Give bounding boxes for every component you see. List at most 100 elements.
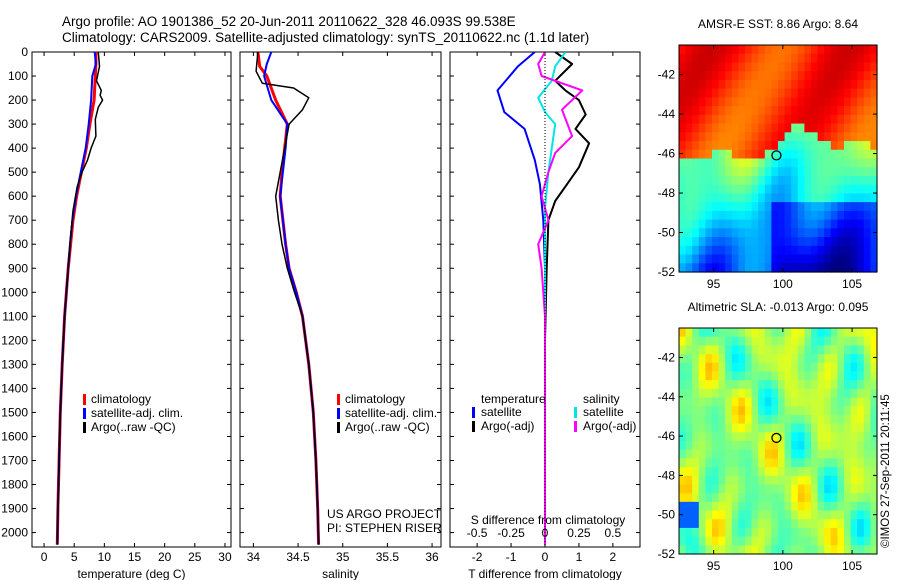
sla_map-cell <box>738 388 746 399</box>
sst_map-cell <box>751 71 759 81</box>
sst_map-cell <box>824 219 832 229</box>
sst_map-cell <box>824 245 832 256</box>
sla_map-cell <box>857 362 865 373</box>
sla_map-cell <box>797 414 805 425</box>
sst_map-cell <box>844 123 852 133</box>
sst_map-cell <box>679 97 687 107</box>
sla_map-cell <box>804 449 812 459</box>
sst_map-cell <box>797 254 805 264</box>
sla_map-cell <box>837 519 845 529</box>
sst_map-cell <box>811 106 819 116</box>
sla_map-cell <box>804 380 812 390</box>
sst_map-cell <box>718 132 726 142</box>
sst_map-cell <box>698 202 706 212</box>
sla_map-cell <box>692 484 700 494</box>
sla_map-xtick-label: 100 <box>773 559 793 573</box>
sla_map-cell <box>745 406 753 416</box>
sla_map-cell <box>804 501 812 512</box>
sla_map-cell <box>685 397 693 407</box>
sla_map-cell <box>764 536 772 546</box>
sla_map-cell <box>692 388 700 399</box>
sla_map-cell <box>870 397 878 407</box>
sla_map-cell <box>718 467 726 477</box>
sst_map-cell <box>811 45 819 55</box>
sla_map-cell <box>811 501 819 512</box>
sst_map-cell <box>870 263 878 273</box>
sst_map-cell <box>692 45 700 55</box>
sla_map-cell <box>784 336 792 346</box>
sst_map-cell <box>705 237 713 247</box>
sla_map-cell <box>692 397 700 407</box>
sla_map-cell <box>837 493 845 503</box>
sla_map-cell <box>824 467 832 477</box>
sst_map-cell <box>758 219 766 229</box>
sst_map-cell <box>791 263 799 273</box>
sla_map-cell <box>698 475 706 486</box>
sla_map-cell <box>725 536 733 546</box>
sla_map-cell <box>692 545 700 555</box>
sst_map-cell <box>685 114 693 125</box>
sla_map-cell <box>857 467 865 477</box>
sla_map-cell <box>811 423 819 433</box>
sst_map-cell <box>824 149 832 160</box>
sst_map-cell <box>811 210 819 221</box>
sst_map-cell <box>758 88 766 98</box>
sla_map-cell <box>771 345 779 355</box>
sst_map-cell <box>837 97 845 107</box>
sst_map-cell <box>751 62 759 72</box>
sla_map-cell <box>738 536 746 546</box>
sst_map-cell <box>784 106 792 116</box>
sst_map-cell <box>778 149 786 160</box>
sla_map-cell <box>745 441 753 451</box>
sst_map-cell <box>725 141 733 151</box>
sst_map-cell <box>745 141 753 151</box>
sla_map-cell <box>712 336 720 346</box>
sla_map-cell <box>685 345 693 355</box>
sst_map-cell <box>870 114 878 125</box>
sla_map-cell <box>804 527 812 538</box>
sla_map-title: Altimetric SLA: -0.013 Argo: 0.095 <box>688 300 869 314</box>
sst_map-cell <box>758 141 766 151</box>
sst_map-cell <box>725 219 733 229</box>
sst_map-cell <box>791 254 799 264</box>
sla_map-cell <box>705 527 713 538</box>
sla_map-cell <box>784 423 792 433</box>
sla_map-cell <box>751 458 759 468</box>
sla_map-cell <box>863 354 871 364</box>
sst_map-cell <box>797 175 805 186</box>
sst_map-cell <box>837 79 845 90</box>
sst_map-cell <box>824 167 832 177</box>
sst_map-cell <box>817 132 825 142</box>
sst_map-cell <box>751 245 759 256</box>
sst_map-cell <box>784 219 792 229</box>
sla_map-cell <box>857 423 865 433</box>
sst_map-cell <box>718 219 726 229</box>
sst_map-cell <box>830 158 838 168</box>
sla_map-cell <box>771 362 779 373</box>
sst_map-cell <box>857 237 865 247</box>
sla_map-cell <box>679 354 687 364</box>
sla_map-cell <box>863 467 871 477</box>
sst_map-cell <box>778 141 786 151</box>
sst_map-cell <box>751 175 759 186</box>
sla_map-cell <box>751 336 759 346</box>
depth-tick-label: 400 <box>8 141 28 155</box>
sla_map-cell <box>870 380 878 390</box>
sst_map-cell <box>679 79 687 90</box>
sst_map-cell <box>718 254 726 264</box>
sst_map-cell <box>692 184 700 195</box>
sla_map-cell <box>692 345 700 355</box>
sla_map-cell <box>844 536 852 546</box>
sst_map-cell <box>837 167 845 177</box>
sst_map-cell <box>824 88 832 98</box>
sla_map-cell <box>679 406 687 416</box>
sla_map-cell <box>817 475 825 486</box>
temperature-legend-label: climatology <box>91 392 151 406</box>
sst_map-cell <box>731 210 739 221</box>
sst_map-cell <box>850 210 858 221</box>
sst_map-cell <box>745 53 753 64</box>
sst_map-cell <box>791 158 799 168</box>
sst_map-cell <box>698 45 706 55</box>
sla_map-cell <box>712 345 720 355</box>
